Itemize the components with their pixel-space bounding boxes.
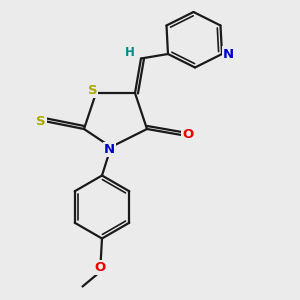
Text: S: S [36, 115, 46, 128]
Text: O: O [182, 128, 194, 142]
Text: H: H [125, 46, 134, 59]
Text: N: N [223, 47, 234, 61]
Text: S: S [88, 83, 97, 97]
Text: N: N [104, 143, 115, 156]
Text: O: O [94, 261, 106, 274]
